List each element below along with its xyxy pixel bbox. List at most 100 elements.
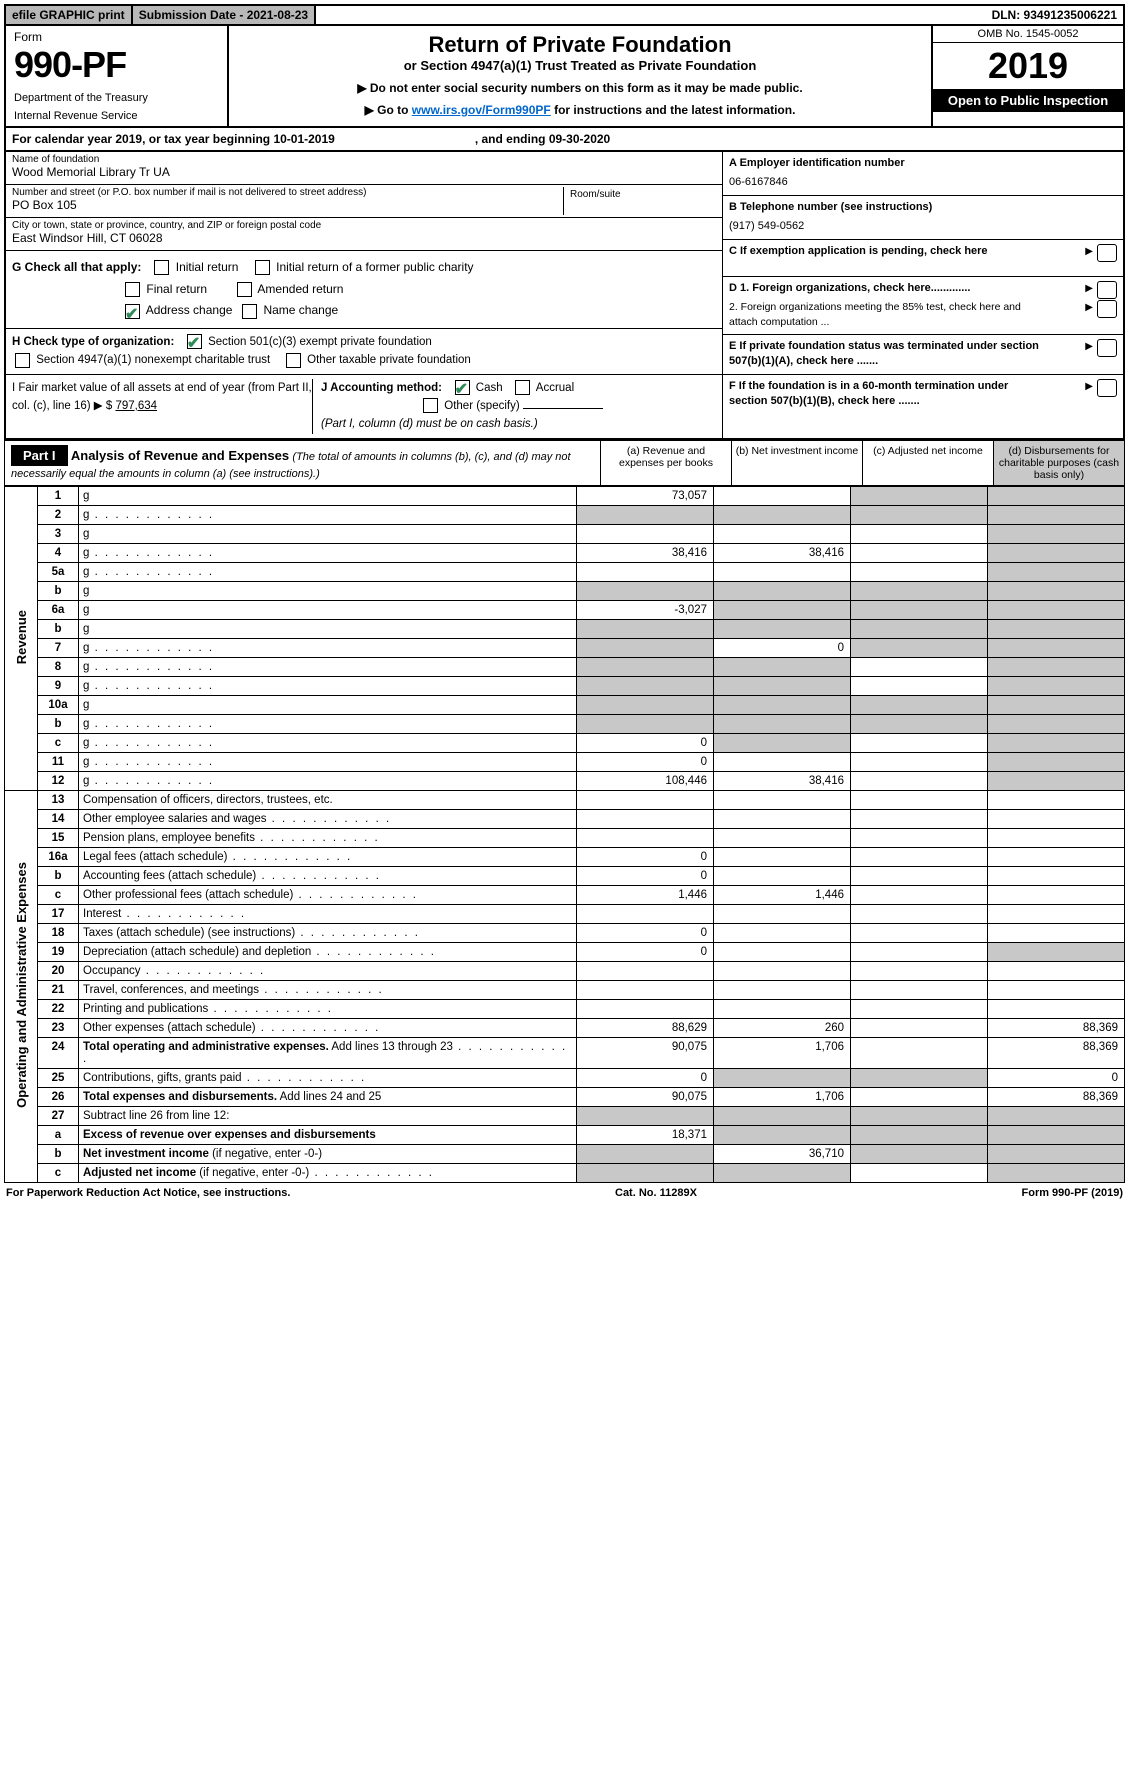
cell-amount <box>988 904 1125 923</box>
E-row: E If private foundation status was termi… <box>723 335 1123 375</box>
arrow-icon <box>1085 339 1093 354</box>
chk-final[interactable] <box>125 282 140 297</box>
cell-grey <box>577 638 714 657</box>
chk-name-change[interactable] <box>242 304 257 319</box>
other-underline <box>523 408 603 409</box>
cell-amount <box>988 809 1125 828</box>
cell-amount <box>988 847 1125 866</box>
line-num: 4 <box>38 543 79 562</box>
cell-grey <box>577 619 714 638</box>
cell-grey <box>988 486 1125 505</box>
line-num: 1 <box>38 486 79 505</box>
opt-other-tax: Other taxable private foundation <box>307 354 471 366</box>
arrow-icon <box>1085 281 1093 296</box>
arrow-icon <box>1085 379 1093 394</box>
top-bar: efile GRAPHIC print Submission Date - 20… <box>4 4 1125 26</box>
header-right: OMB No. 1545-0052 2019 Open to Public In… <box>931 26 1123 126</box>
col-b-header: (b) Net investment income <box>731 441 862 485</box>
cell-amount <box>851 562 988 581</box>
line-desc: Taxes (attach schedule) (see instruction… <box>79 923 577 942</box>
irs-link[interactable]: www.irs.gov/Form990PF <box>412 103 551 117</box>
cell-grey <box>851 714 988 733</box>
J-note: (Part I, column (d) must be on cash basi… <box>321 418 538 430</box>
cell-grey <box>577 505 714 524</box>
cell-amount <box>851 942 988 961</box>
cell-grey <box>988 562 1125 581</box>
cell-amount: 38,416 <box>577 543 714 562</box>
cell-amount: 73,057 <box>577 486 714 505</box>
line-num: 24 <box>38 1037 79 1068</box>
chk-amended[interactable] <box>237 282 252 297</box>
cell-grey <box>577 1106 714 1125</box>
cell-amount: 0 <box>988 1068 1125 1087</box>
chk-4947[interactable] <box>15 353 30 368</box>
line-num: 10a <box>38 695 79 714</box>
cell-amount <box>851 543 988 562</box>
IJ-row: I Fair market value of all assets at end… <box>6 374 722 438</box>
chk-initial-former[interactable] <box>255 260 270 275</box>
chk-addr-change[interactable] <box>125 304 140 319</box>
cell-amount <box>714 790 851 809</box>
cell-grey <box>988 524 1125 543</box>
cell-grey <box>714 581 851 600</box>
line-desc: g <box>79 505 577 524</box>
cell-amount <box>851 524 988 543</box>
form-label: Form <box>14 30 219 44</box>
cell-amount <box>988 980 1125 999</box>
line-num: 12 <box>38 771 79 790</box>
chk-D2[interactable] <box>1097 300 1117 318</box>
cell-amount: 36,710 <box>714 1144 851 1163</box>
cell-grey <box>714 1163 851 1182</box>
part1-table: Revenue1g73,0572g3g4g38,41638,4165agbg6a… <box>4 486 1125 1183</box>
city-row: City or town, state or province, country… <box>6 218 722 251</box>
cell-amount: 1,446 <box>577 885 714 904</box>
chk-cash[interactable] <box>455 380 470 395</box>
chk-initial[interactable] <box>154 260 169 275</box>
cell-amount: 260 <box>714 1018 851 1037</box>
line-num: 5a <box>38 562 79 581</box>
F-label: F If the foundation is in a 60-month ter… <box>729 379 1039 410</box>
line-num: 2 <box>38 505 79 524</box>
B-label: B Telephone number (see instructions) <box>729 200 1117 215</box>
B-row: B Telephone number (see instructions) (9… <box>723 196 1123 240</box>
line-desc: Total operating and administrative expen… <box>79 1037 577 1068</box>
chk-F[interactable] <box>1097 379 1117 397</box>
dept-label: Department of the Treasury <box>14 92 219 104</box>
cell-amount: 0 <box>577 1068 714 1087</box>
line-desc: Other expenses (attach schedule) <box>79 1018 577 1037</box>
chk-E[interactable] <box>1097 339 1117 357</box>
cell-amount <box>714 828 851 847</box>
cell-amount <box>851 999 988 1018</box>
cell-grey <box>577 1163 714 1182</box>
open-public: Open to Public Inspection <box>933 89 1123 112</box>
cell-grey <box>851 486 988 505</box>
line-desc: Compensation of officers, directors, tru… <box>79 790 577 809</box>
cal-text1: For calendar year 2019, or tax year begi… <box>12 132 335 146</box>
cell-grey <box>714 676 851 695</box>
arrow-icon <box>1085 300 1093 315</box>
chk-501c3[interactable] <box>187 334 202 349</box>
opt-final: Final return <box>146 282 207 296</box>
cell-amount <box>714 923 851 942</box>
line-desc: Excess of revenue over expenses and disb… <box>79 1125 577 1144</box>
cell-amount: 88,369 <box>988 1037 1125 1068</box>
info-left: Name of foundation Wood Memorial Library… <box>6 152 722 438</box>
cell-amount <box>851 1163 988 1182</box>
F-row: F If the foundation is in a 60-month ter… <box>723 375 1123 414</box>
I-block: I Fair market value of all assets at end… <box>12 379 312 434</box>
cell-amount <box>851 980 988 999</box>
cell-amount <box>851 866 988 885</box>
chk-accrual[interactable] <box>515 380 530 395</box>
chk-C[interactable] <box>1097 244 1117 262</box>
cell-amount: 0 <box>577 942 714 961</box>
line-desc: Printing and publications <box>79 999 577 1018</box>
chk-other-tax[interactable] <box>286 353 301 368</box>
calendar-year-row: For calendar year 2019, or tax year begi… <box>4 128 1125 152</box>
chk-D1[interactable] <box>1097 281 1117 299</box>
chk-other-method[interactable] <box>423 398 438 413</box>
cell-amount <box>988 885 1125 904</box>
cell-grey <box>577 714 714 733</box>
footer-mid: Cat. No. 11289X <box>615 1187 697 1199</box>
cell-grey <box>577 581 714 600</box>
cell-amount <box>851 847 988 866</box>
